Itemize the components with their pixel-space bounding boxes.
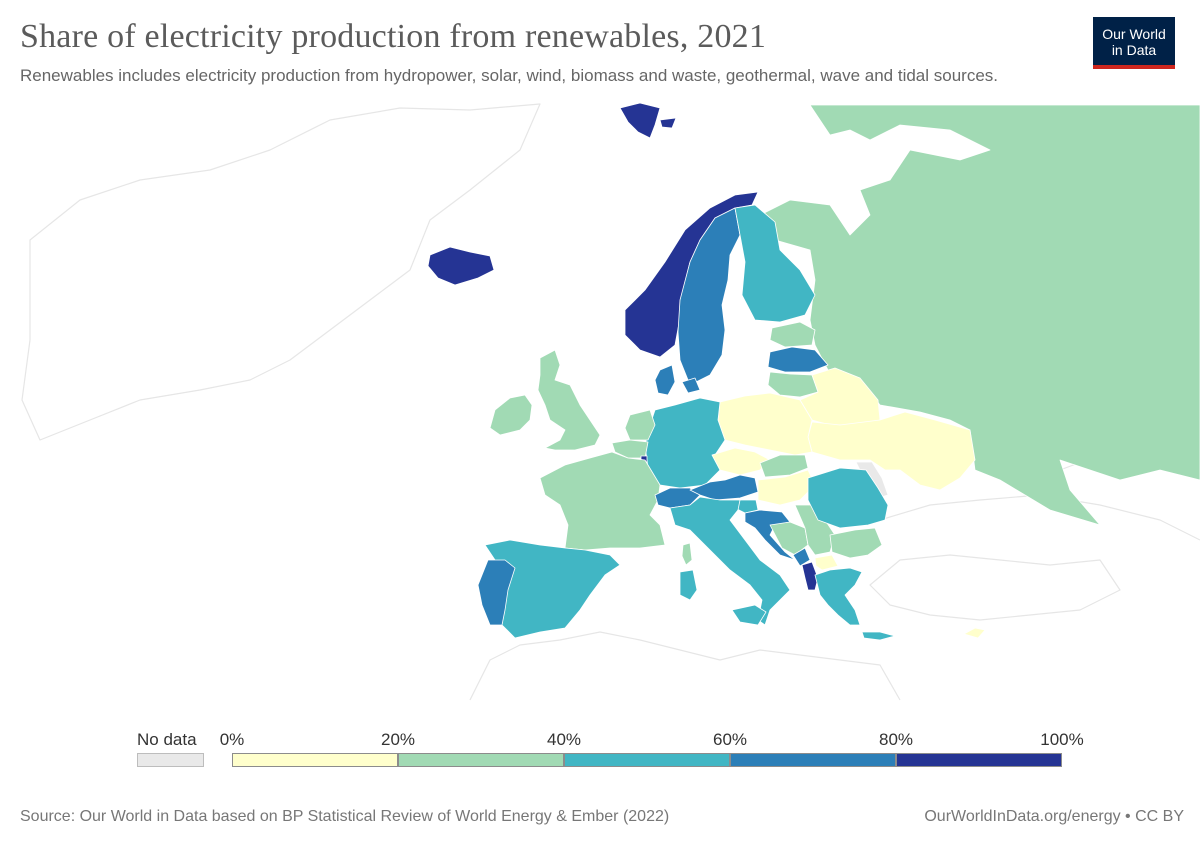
color-legend: No data 0% 20% 40% 60% 80% 100% [0, 720, 1200, 780]
country-montenegro[interactable] [792, 547, 811, 567]
country-bulgaria[interactable] [829, 527, 883, 559]
country-sardinia[interactable] [679, 569, 698, 601]
country-finland[interactable] [734, 204, 816, 323]
owid-logo[interactable]: Our World in Data [1093, 17, 1175, 69]
country-north-macedonia[interactable] [814, 554, 839, 571]
country-sicily[interactable] [731, 604, 767, 626]
country-latvia[interactable] [767, 346, 829, 373]
country-shapes [427, 102, 1200, 641]
country-russia[interactable] [759, 104, 1200, 526]
credit-link[interactable]: OurWorldInData.org/energy • CC BY [924, 808, 1184, 825]
logo-line-2: in Data [1111, 42, 1157, 58]
country-croatia[interactable] [744, 509, 796, 561]
country-estonia[interactable] [769, 321, 816, 348]
country-crete[interactable] [861, 631, 896, 641]
legend-tick-80: 80% [878, 730, 914, 749]
legend-bin-80-100[interactable] [896, 753, 1062, 767]
country-netherlands[interactable] [624, 409, 656, 441]
country-iceland[interactable] [427, 246, 495, 286]
country-uk[interactable] [537, 349, 601, 451]
country-hungary[interactable] [757, 469, 816, 506]
country-cyprus[interactable] [963, 627, 986, 639]
country-austria[interactable] [689, 474, 759, 501]
country-czechia[interactable] [711, 447, 771, 476]
source-note: Source: Our World in Data based on BP St… [20, 808, 670, 825]
country-sweden[interactable] [677, 207, 741, 386]
country-switzerland[interactable] [654, 487, 701, 509]
country-poland[interactable] [717, 392, 813, 456]
country-svalbard-east[interactable] [659, 117, 677, 129]
legend-no-data-swatch[interactable] [137, 753, 204, 767]
legend-tick-40: 40% [546, 730, 582, 749]
legend-tick-60: 60% [712, 730, 748, 749]
legend-tick-20: 20% [380, 730, 416, 749]
logo-accent-bar [1093, 65, 1175, 69]
chart-title: Share of electricity production from ren… [20, 18, 767, 55]
country-italy[interactable] [669, 496, 791, 626]
country-denmark[interactable] [654, 364, 676, 396]
country-france[interactable] [539, 451, 666, 551]
legend-no-data-label: No data [137, 730, 197, 749]
country-svalbard[interactable] [619, 102, 661, 139]
country-greece[interactable] [814, 567, 863, 626]
legend-bin-60-80[interactable] [730, 753, 896, 767]
turkey-outline [869, 554, 1121, 621]
country-portugal[interactable] [477, 559, 516, 626]
country-slovakia[interactable] [759, 454, 809, 478]
legend-bin-0-20[interactable] [232, 753, 398, 767]
legend-tick-0: 0% [219, 730, 245, 749]
country-albania[interactable] [801, 561, 819, 591]
country-romania[interactable] [807, 467, 889, 529]
country-denmark-islands[interactable] [681, 377, 701, 394]
country-lithuania[interactable] [767, 371, 819, 398]
country-ireland[interactable] [489, 394, 533, 436]
legend-bin-40-60[interactable] [564, 753, 730, 767]
country-ukraine[interactable] [807, 411, 976, 491]
logo-line-1: Our World [1102, 26, 1166, 42]
country-corsica[interactable] [681, 542, 693, 566]
north-africa-outline [469, 631, 901, 701]
legend-bin-20-40[interactable] [398, 753, 564, 767]
europe-map [21, 102, 1200, 701]
greenland-outline [21, 103, 541, 441]
country-germany[interactable] [644, 397, 726, 489]
legend-tick-100: 100% [1040, 730, 1084, 749]
chart-subtitle: Renewables includes electricity producti… [20, 66, 998, 85]
